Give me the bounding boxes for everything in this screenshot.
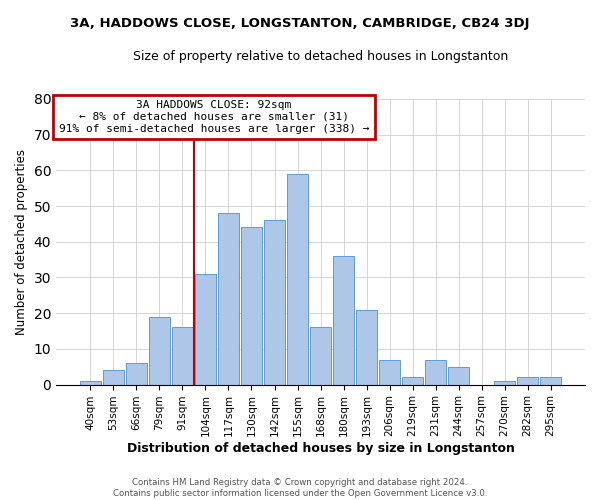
X-axis label: Distribution of detached houses by size in Longstanton: Distribution of detached houses by size … xyxy=(127,442,514,455)
Bar xyxy=(264,220,285,384)
Text: 3A HADDOWS CLOSE: 92sqm
← 8% of detached houses are smaller (31)
91% of semi-det: 3A HADDOWS CLOSE: 92sqm ← 8% of detached… xyxy=(59,100,369,134)
Bar xyxy=(448,366,469,384)
Title: Size of property relative to detached houses in Longstanton: Size of property relative to detached ho… xyxy=(133,50,508,63)
Bar xyxy=(172,328,193,384)
Bar xyxy=(126,363,147,384)
Bar xyxy=(333,256,354,384)
Bar xyxy=(379,360,400,384)
Bar xyxy=(80,381,101,384)
Bar xyxy=(517,378,538,384)
Bar xyxy=(425,360,446,384)
Y-axis label: Number of detached properties: Number of detached properties xyxy=(15,148,28,334)
Bar xyxy=(218,213,239,384)
Bar xyxy=(103,370,124,384)
Bar xyxy=(402,378,423,384)
Bar xyxy=(149,316,170,384)
Bar xyxy=(310,328,331,384)
Bar xyxy=(494,381,515,384)
Text: Contains HM Land Registry data © Crown copyright and database right 2024.
Contai: Contains HM Land Registry data © Crown c… xyxy=(113,478,487,498)
Bar xyxy=(540,378,561,384)
Bar xyxy=(287,174,308,384)
Text: 3A, HADDOWS CLOSE, LONGSTANTON, CAMBRIDGE, CB24 3DJ: 3A, HADDOWS CLOSE, LONGSTANTON, CAMBRIDG… xyxy=(70,18,530,30)
Bar xyxy=(356,310,377,384)
Bar xyxy=(195,274,216,384)
Bar xyxy=(241,228,262,384)
